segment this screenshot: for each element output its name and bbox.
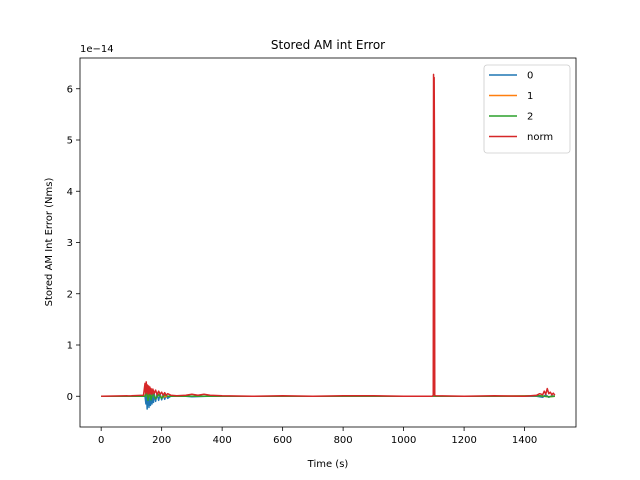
legend-label-1: 1 [527, 91, 533, 102]
x-tick-label: 1400 [512, 435, 537, 446]
x-tick-label: 1200 [451, 435, 476, 446]
x-tick-label: 200 [152, 435, 171, 446]
y-axis: 0 1 2 3 4 5 6 [67, 84, 80, 403]
y-multiplier-label: 1e−14 [80, 44, 114, 55]
legend-frame [483, 64, 571, 154]
x-tick-label: 600 [273, 435, 292, 446]
x-tick-label: 1000 [391, 435, 416, 446]
y-tick-label: 2 [67, 289, 73, 300]
x-tick-label: 400 [213, 435, 232, 446]
y-axis-label: Stored AM Int Error (Nms) [44, 178, 55, 307]
x-tick-label: 0 [98, 435, 104, 446]
y-tick-label: 6 [67, 84, 73, 95]
y-tick-label: 3 [67, 238, 73, 249]
chart-title: Stored AM int Error [271, 38, 385, 52]
y-tick-label: 1 [67, 341, 73, 352]
y-tick-label: 4 [67, 187, 73, 198]
series-line-norm [101, 73, 556, 397]
x-tick-label: 800 [334, 435, 353, 446]
legend-label-0: 0 [527, 71, 533, 82]
y-tick-label: 5 [67, 136, 73, 147]
series-layer [101, 73, 556, 410]
x-axis: 0 200 400 600 800 1000 1200 1400 [98, 427, 537, 446]
legend: 0 1 2 norm [483, 64, 571, 154]
x-axis-label: Time (s) [307, 459, 349, 470]
y-tick-label: 0 [67, 392, 73, 403]
legend-label-2: 2 [527, 112, 533, 123]
legend-label-norm: norm [527, 132, 553, 143]
